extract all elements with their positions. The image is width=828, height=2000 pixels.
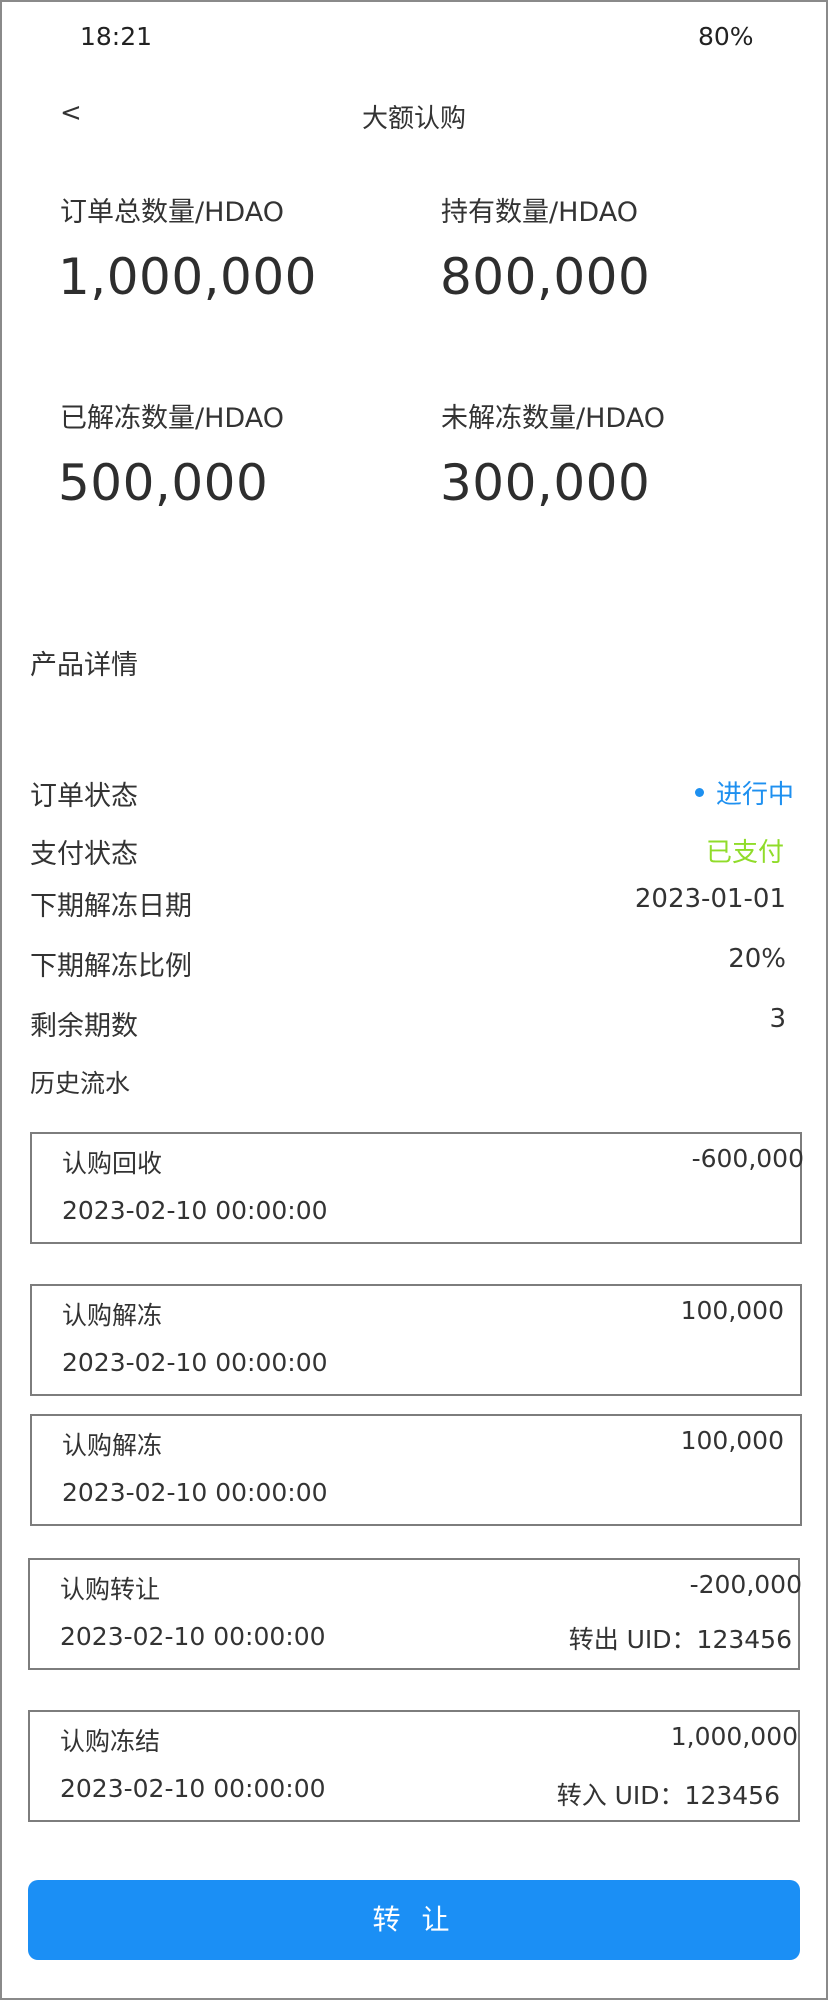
record-amount: 1,000,000 bbox=[670, 1722, 798, 1751]
order-status-value: 进行中 bbox=[694, 774, 794, 811]
transfer-button[interactable]: 转 让 bbox=[28, 1880, 800, 1960]
status-dot-icon bbox=[694, 788, 704, 797]
remaining-periods-label: 剩余期数 bbox=[30, 1011, 138, 1042]
order-status-label: 订单状态 bbox=[30, 781, 138, 812]
record-date: 2023-02-10 00:00:00 bbox=[62, 1478, 328, 1507]
record-type: 认购解冻 bbox=[62, 1301, 163, 1330]
record-type: 认购解冻 bbox=[62, 1431, 163, 1460]
history-record: 认购解冻 100,000 2023-02-10 00:00:00 bbox=[30, 1284, 802, 1396]
record-type: 认购冻结 bbox=[60, 1727, 161, 1756]
record-date: 2023-02-10 00:00:00 bbox=[60, 1774, 326, 1803]
next-unfreeze-ratio-value: 20% bbox=[728, 944, 786, 974]
history-record: 认购解冻 100,000 2023-02-10 00:00:00 bbox=[30, 1414, 802, 1526]
page-title: 大额认购 bbox=[361, 104, 466, 134]
next-unfreeze-date-value: 2023-01-01 bbox=[634, 884, 786, 914]
history-record: 认购转让 -200,000 2023-02-10 00:00:00 转出 UID… bbox=[28, 1558, 802, 1670]
record-amount: 100,000 bbox=[680, 1426, 784, 1455]
held-quantity-value: 800,000 bbox=[440, 248, 651, 306]
record-uid: 转出 UID：123456 bbox=[568, 1625, 792, 1654]
order-status-text: 进行中 bbox=[715, 780, 794, 810]
history-record: 认购回收 -600,000 2023-02-10 00:00:00 bbox=[30, 1132, 804, 1244]
record-type: 认购转让 bbox=[60, 1575, 161, 1604]
next-unfreeze-ratio-label: 下期解冻比例 bbox=[30, 951, 192, 982]
back-button[interactable]: < bbox=[60, 98, 82, 128]
record-date: 2023-02-10 00:00:00 bbox=[62, 1196, 328, 1225]
record-date: 2023-02-10 00:00:00 bbox=[62, 1348, 328, 1377]
record-amount: -600,000 bbox=[691, 1144, 804, 1173]
history-label: 历史流水 bbox=[30, 1069, 131, 1098]
record-date: 2023-02-10 00:00:00 bbox=[60, 1622, 326, 1651]
pay-status-label: 支付状态 bbox=[30, 839, 138, 870]
record-amount: -200,000 bbox=[689, 1570, 802, 1599]
status-time: 18:21 bbox=[80, 22, 153, 51]
remaining-periods-value: 3 bbox=[769, 1004, 786, 1034]
next-unfreeze-date-label: 下期解冻日期 bbox=[30, 891, 192, 922]
status-battery: 80% bbox=[698, 22, 754, 51]
total-quantity-value: 1,000,000 bbox=[58, 248, 317, 306]
record-type: 认购回收 bbox=[62, 1149, 163, 1178]
history-record: 认购冻结 1,000,000 2023-02-10 00:00:00 转入 UI… bbox=[28, 1710, 800, 1822]
total-quantity-label: 订单总数量/HDAO bbox=[60, 197, 284, 228]
product-details-title: 产品详情 bbox=[30, 650, 138, 681]
frozen-quantity-value: 300,000 bbox=[440, 454, 651, 512]
pay-status-value: 已支付 bbox=[705, 838, 784, 868]
frozen-quantity-label: 未解冻数量/HDAO bbox=[441, 403, 665, 434]
record-amount: 100,000 bbox=[680, 1296, 784, 1325]
unfrozen-quantity-label: 已解冻数量/HDAO bbox=[60, 403, 284, 434]
unfrozen-quantity-value: 500,000 bbox=[58, 454, 269, 512]
held-quantity-label: 持有数量/HDAO bbox=[441, 197, 638, 228]
record-uid: 转入 UID：123456 bbox=[556, 1781, 780, 1810]
